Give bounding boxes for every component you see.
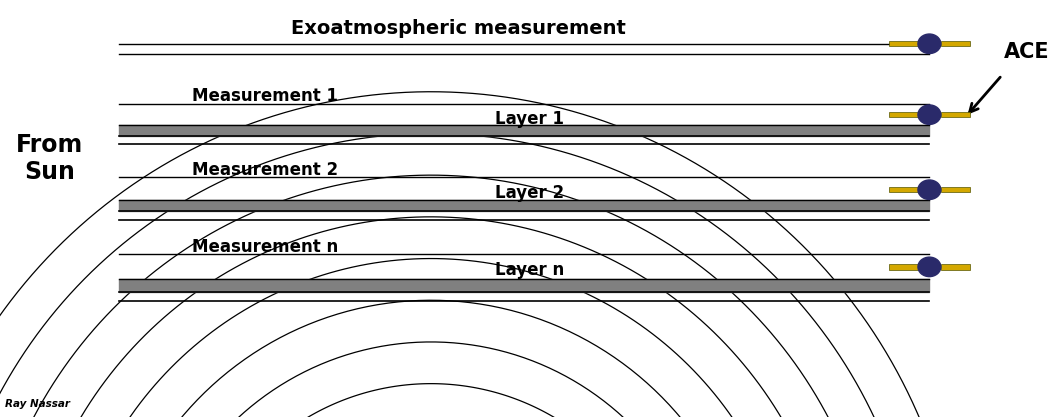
FancyBboxPatch shape: [889, 112, 917, 118]
Text: From
Sun: From Sun: [16, 133, 84, 184]
Text: Layer n: Layer n: [495, 261, 564, 279]
FancyBboxPatch shape: [941, 264, 970, 270]
Ellipse shape: [917, 180, 941, 199]
FancyBboxPatch shape: [889, 187, 917, 192]
Text: Exoatmospheric measurement: Exoatmospheric measurement: [291, 19, 626, 38]
Text: ACE: ACE: [1004, 42, 1050, 62]
Text: Ray Nassar: Ray Nassar: [5, 399, 70, 409]
FancyBboxPatch shape: [941, 41, 970, 47]
Text: Measurement n: Measurement n: [192, 238, 338, 256]
Ellipse shape: [917, 257, 941, 276]
FancyBboxPatch shape: [889, 41, 917, 47]
Text: Measurement 1: Measurement 1: [192, 87, 338, 105]
Text: Layer 1: Layer 1: [495, 110, 564, 128]
Text: Layer 2: Layer 2: [495, 183, 564, 202]
FancyBboxPatch shape: [941, 187, 970, 192]
Ellipse shape: [917, 105, 941, 124]
FancyBboxPatch shape: [941, 112, 970, 118]
FancyBboxPatch shape: [889, 264, 917, 270]
Ellipse shape: [917, 34, 941, 53]
Text: Measurement 2: Measurement 2: [192, 161, 338, 179]
